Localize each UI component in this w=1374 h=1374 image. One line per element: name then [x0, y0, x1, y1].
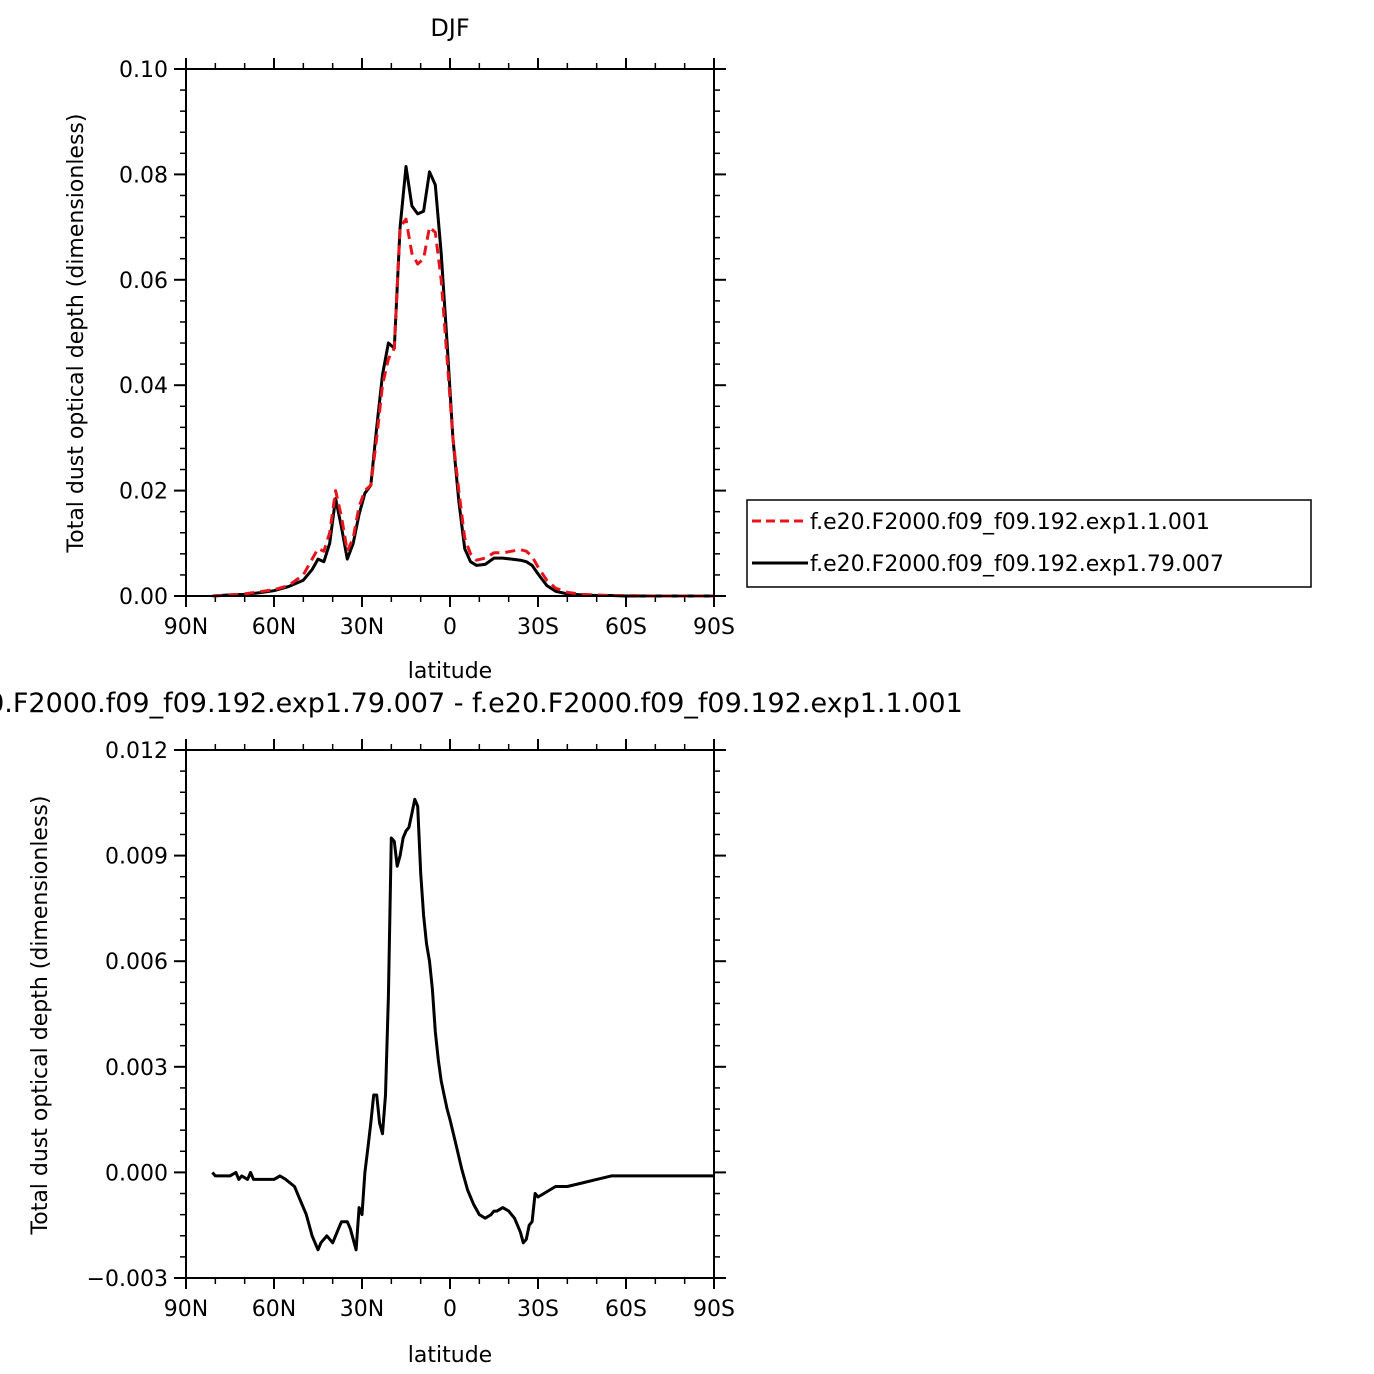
x-tick-label: 60S	[605, 1297, 647, 1322]
series-line-1	[211, 797, 714, 1252]
axis-ticks: 90N 60N 30N 0 30S 60S 90S −0.003 0.000 0.003 0.006…	[87, 739, 735, 1322]
y-tick-label: 0.08	[119, 163, 168, 188]
x-axis-label: latitude	[408, 659, 492, 684]
y-tick-label: −0.003	[87, 1267, 168, 1292]
x-tick-label: 90N	[164, 615, 208, 640]
legend-label-2: f.e20.F2000.f09_f09.192.exp1.79.007	[810, 552, 1224, 577]
plot-frame	[185, 749, 715, 1279]
x-tick-label: 30N	[340, 615, 384, 640]
y-tick-label: 0.10	[119, 58, 168, 83]
x-tick-label: 90S	[693, 615, 735, 640]
y-tick-label: 0.00	[119, 585, 168, 610]
x-tick-label: 30S	[517, 1297, 559, 1322]
y-tick-label: 0.012	[105, 739, 168, 764]
y-tick-label: 0.02	[119, 480, 168, 505]
chart-panel-bottom: f.e20.F2000.f09_f09.192.exp1.79.007 - f.…	[0, 688, 963, 1368]
legend: f.e20.F2000.f09_f09.192.exp1.1.001 f.e20…	[746, 499, 1312, 588]
x-tick-label: 90S	[693, 1297, 735, 1322]
series-line-1	[212, 217, 714, 598]
y-tick-label: 0.04	[119, 374, 168, 399]
y-tick-label: 0.000	[105, 1161, 168, 1186]
legend-label-1: f.e20.F2000.f09_f09.192.exp1.1.001	[810, 510, 1210, 535]
chart-title: DJF	[430, 14, 469, 42]
x-tick-label: 30N	[340, 1297, 384, 1322]
x-tick-label: 30S	[517, 615, 559, 640]
y-tick-label: 0.003	[105, 1056, 168, 1081]
y-tick-label: 0.06	[119, 269, 168, 294]
series-lines	[212, 165, 714, 598]
y-axis-label: Total dust optical depth (dimensionless)	[64, 114, 89, 554]
x-tick-label: 90N	[164, 1297, 208, 1322]
series-lines	[211, 797, 714, 1252]
axis-ticks: 90N 60N 30N 0 30S 60S 90S 0.00 0.02 0.04 0.06 0.08 0…	[119, 58, 735, 640]
y-tick-label: 0.009	[105, 845, 168, 870]
y-tick-label: 0.006	[105, 950, 168, 975]
y-axis-label: Total dust optical depth (dimensionless)	[28, 796, 53, 1236]
chart-panel-top: DJF Total dust optical depth (dimensionl…	[64, 14, 735, 684]
x-tick-label: 0	[443, 1297, 457, 1322]
x-tick-label: 60N	[252, 615, 296, 640]
x-tick-label: 0	[443, 615, 457, 640]
chart-title-difference: f.e20.F2000.f09_f09.192.exp1.79.007 - f.…	[0, 688, 963, 719]
x-tick-label: 60S	[605, 615, 647, 640]
series-line-2	[212, 165, 714, 598]
x-tick-label: 60N	[252, 1297, 296, 1322]
x-axis-label: latitude	[408, 1343, 492, 1368]
legend-box	[746, 499, 1312, 588]
plot-frame	[185, 68, 715, 597]
